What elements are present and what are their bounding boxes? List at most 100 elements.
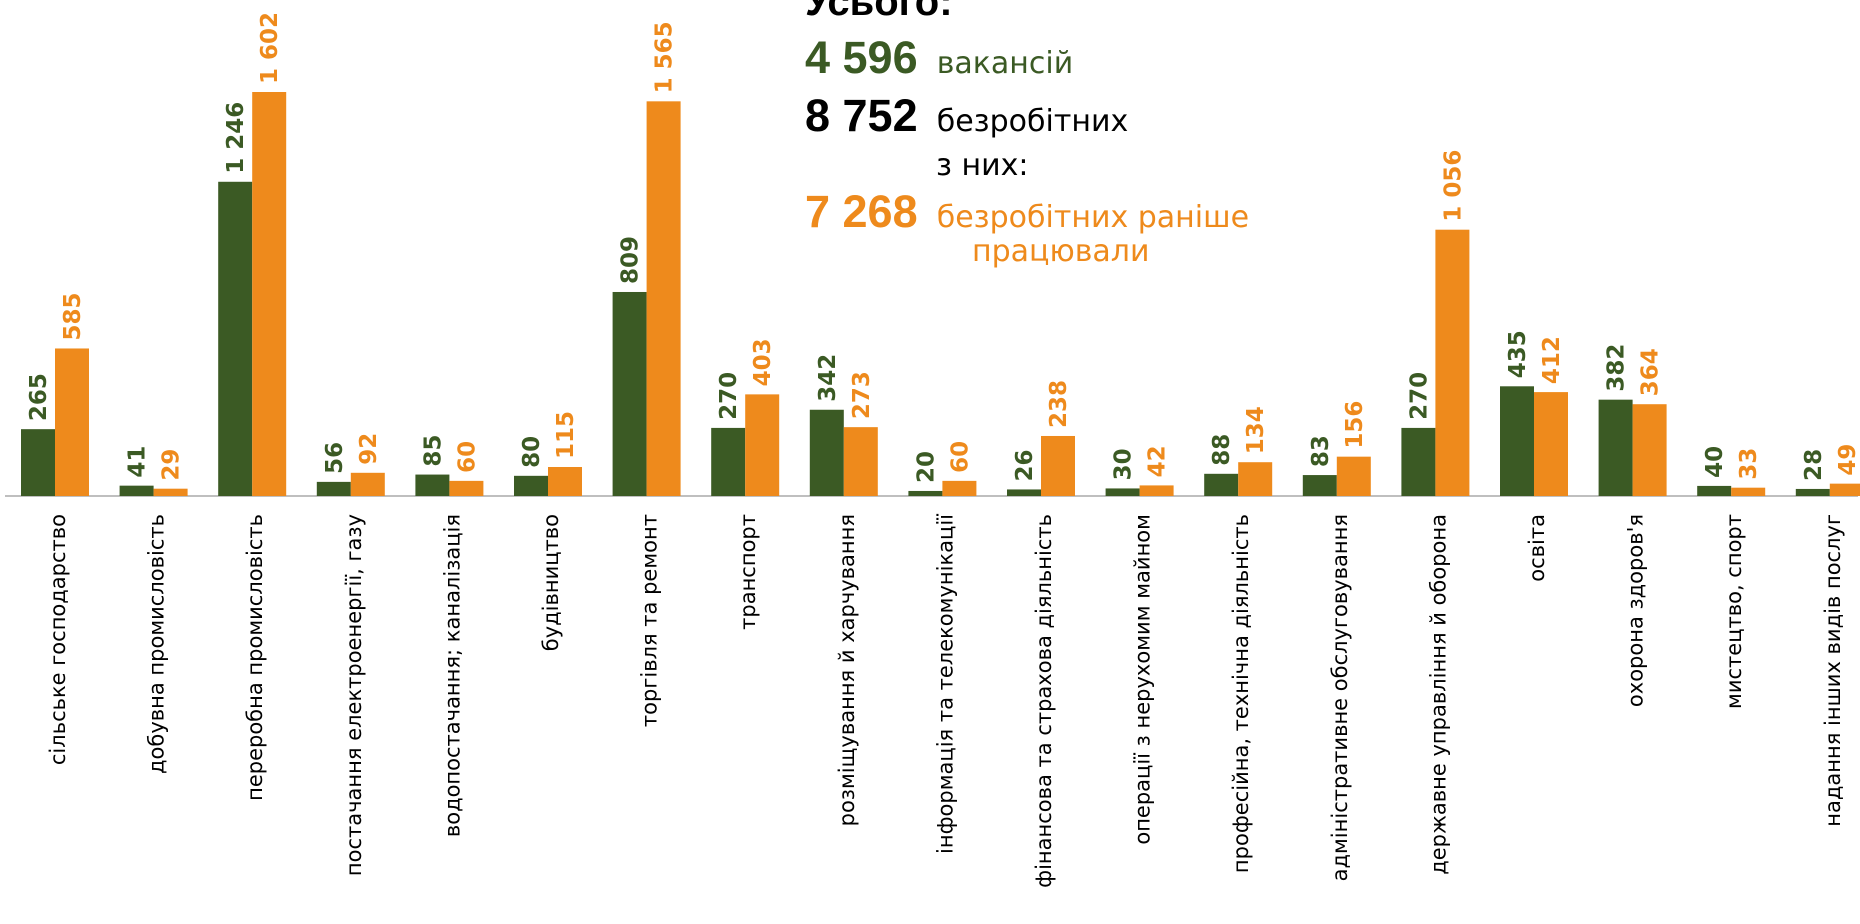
worked-before-total: 7 268 безробітних раніше [805, 186, 1249, 238]
data-label-vacancies-14: 270 [1406, 372, 1432, 420]
category-label-1: добувна промисловість [145, 514, 169, 774]
bar-vacancies-1 [119, 485, 154, 496]
category-label-13: адміністративне обслуговування [1328, 514, 1352, 881]
bar-vacancies-7 [711, 427, 746, 496]
bar-vacancies-17 [1697, 485, 1732, 496]
bar-unemployed-3 [350, 472, 385, 496]
totals-heading: Усього: [805, 0, 953, 24]
bar-vacancies-12 [1204, 473, 1239, 496]
worked-before-text-2: працювали [972, 234, 1150, 269]
data-label-vacancies-12: 88 [1209, 434, 1235, 466]
bar-unemployed-17 [1731, 487, 1766, 496]
data-label-vacancies-10: 26 [1012, 449, 1038, 481]
category-label-18: надання інших видів послуг [1821, 514, 1845, 827]
data-label-vacancies-5: 80 [519, 436, 545, 468]
bar-unemployed-7 [745, 394, 780, 496]
bar-unemployed-5 [548, 466, 582, 496]
category-label-0: сільське господарство [46, 514, 70, 765]
data-label-vacancies-0: 265 [26, 373, 52, 421]
of-them-text: з них: [936, 148, 1029, 183]
bar-unemployed-12 [1238, 462, 1273, 496]
bar-unemployed-11 [1139, 485, 1174, 496]
data-label-vacancies-4: 85 [420, 435, 446, 467]
unemployed-total: 8 752 безробітних [805, 90, 1128, 142]
category-label-12: професійна, технічна діяльність [1229, 514, 1253, 873]
bar-unemployed-10 [1041, 435, 1075, 496]
bar-unemployed-16 [1632, 404, 1667, 496]
category-label-17: мистецтво, спорт [1722, 514, 1746, 709]
data-label-unemployed-10: 238 [1046, 380, 1072, 428]
data-label-unemployed-5: 115 [553, 411, 579, 459]
of-them-label: з них: [936, 148, 1028, 183]
category-label-6: торгівля та ремонт [638, 514, 662, 727]
bar-vacancies-8 [809, 409, 844, 496]
data-label-unemployed-2: 1 602 [257, 12, 283, 84]
data-label-unemployed-4: 60 [454, 441, 480, 473]
bar-vacancies-6 [612, 291, 647, 496]
bar-unemployed-0 [55, 348, 89, 496]
data-label-vacancies-9: 20 [913, 451, 939, 483]
category-label-4: водопостачання; каналізація [440, 514, 464, 837]
category-label-14: державне управління й оборона [1426, 514, 1450, 875]
bar-vacancies-15 [1500, 386, 1534, 496]
vacancies-number: 4 596 [805, 32, 918, 83]
data-label-vacancies-2: 1 246 [223, 102, 249, 174]
worked-before-number: 7 268 [805, 186, 918, 237]
unemployed-number: 8 752 [805, 90, 918, 141]
data-label-unemployed-3: 92 [356, 433, 382, 465]
data-label-unemployed-16: 364 [1638, 348, 1664, 396]
bar-vacancies-11 [1105, 488, 1140, 496]
vacancies-text: вакансій [936, 46, 1074, 81]
category-label-3: постачання електроенергії, газу [342, 514, 366, 876]
data-label-unemployed-15: 412 [1539, 336, 1565, 384]
category-label-9: інформація та телекомунікації [933, 514, 957, 854]
data-label-unemployed-0: 585 [60, 292, 86, 340]
data-label-vacancies-18: 28 [1801, 449, 1827, 481]
data-label-vacancies-6: 809 [618, 236, 644, 284]
data-label-unemployed-13: 156 [1342, 401, 1368, 449]
category-label-10: фінансова та страхова діяльність [1032, 514, 1056, 888]
bar-vacancies-18 [1795, 488, 1830, 496]
category-label-2: переробна промисловість [243, 514, 267, 801]
data-label-unemployed-11: 42 [1145, 445, 1171, 477]
data-label-unemployed-1: 29 [159, 449, 185, 481]
data-label-unemployed-18: 49 [1835, 444, 1860, 476]
data-label-vacancies-7: 270 [716, 372, 742, 420]
bar-vacancies-9 [908, 490, 943, 496]
data-label-vacancies-15: 435 [1505, 330, 1531, 378]
bar-vacancies-16 [1598, 399, 1633, 496]
category-label-15: освіта [1525, 514, 1549, 582]
bar-unemployed-1 [153, 488, 188, 496]
bar-vacancies-4 [415, 474, 450, 496]
category-label-11: операції з нерухомим майном [1131, 514, 1155, 845]
vacancies-total: 4 596 вакансій [805, 32, 1073, 84]
bar-unemployed-9 [942, 480, 977, 496]
worked-before-line2: працювали [972, 234, 1149, 269]
data-label-vacancies-11: 30 [1111, 448, 1137, 480]
bar-unemployed-15 [1534, 392, 1568, 496]
data-label-vacancies-3: 56 [322, 442, 348, 474]
data-label-unemployed-9: 60 [947, 441, 973, 473]
category-label-8: розміщування й харчування [835, 514, 859, 826]
data-label-vacancies-8: 342 [815, 354, 841, 402]
bar-unemployed-8 [843, 427, 878, 496]
category-label-16: охорона здоров'я [1624, 514, 1648, 707]
data-label-unemployed-6: 1 565 [652, 21, 678, 93]
data-label-vacancies-13: 83 [1308, 435, 1334, 467]
totals-panel: Усього: [805, 0, 953, 26]
bar-unemployed-2 [252, 92, 287, 496]
bar-vacancies-5 [514, 475, 548, 496]
bar-vacancies-14 [1401, 427, 1436, 496]
data-label-vacancies-16: 382 [1604, 344, 1630, 392]
data-label-unemployed-14: 1 056 [1440, 150, 1466, 222]
data-label-vacancies-17: 40 [1702, 446, 1728, 478]
data-label-unemployed-12: 134 [1243, 406, 1269, 454]
bar-unemployed-4 [449, 480, 484, 496]
category-label-7: транспорт [736, 514, 760, 630]
bar-unemployed-14 [1435, 229, 1470, 497]
data-label-unemployed-7: 403 [750, 338, 776, 386]
bar-vacancies-0 [21, 429, 55, 496]
bar-unemployed-13 [1336, 456, 1371, 496]
bar-vacancies-2 [218, 181, 253, 496]
